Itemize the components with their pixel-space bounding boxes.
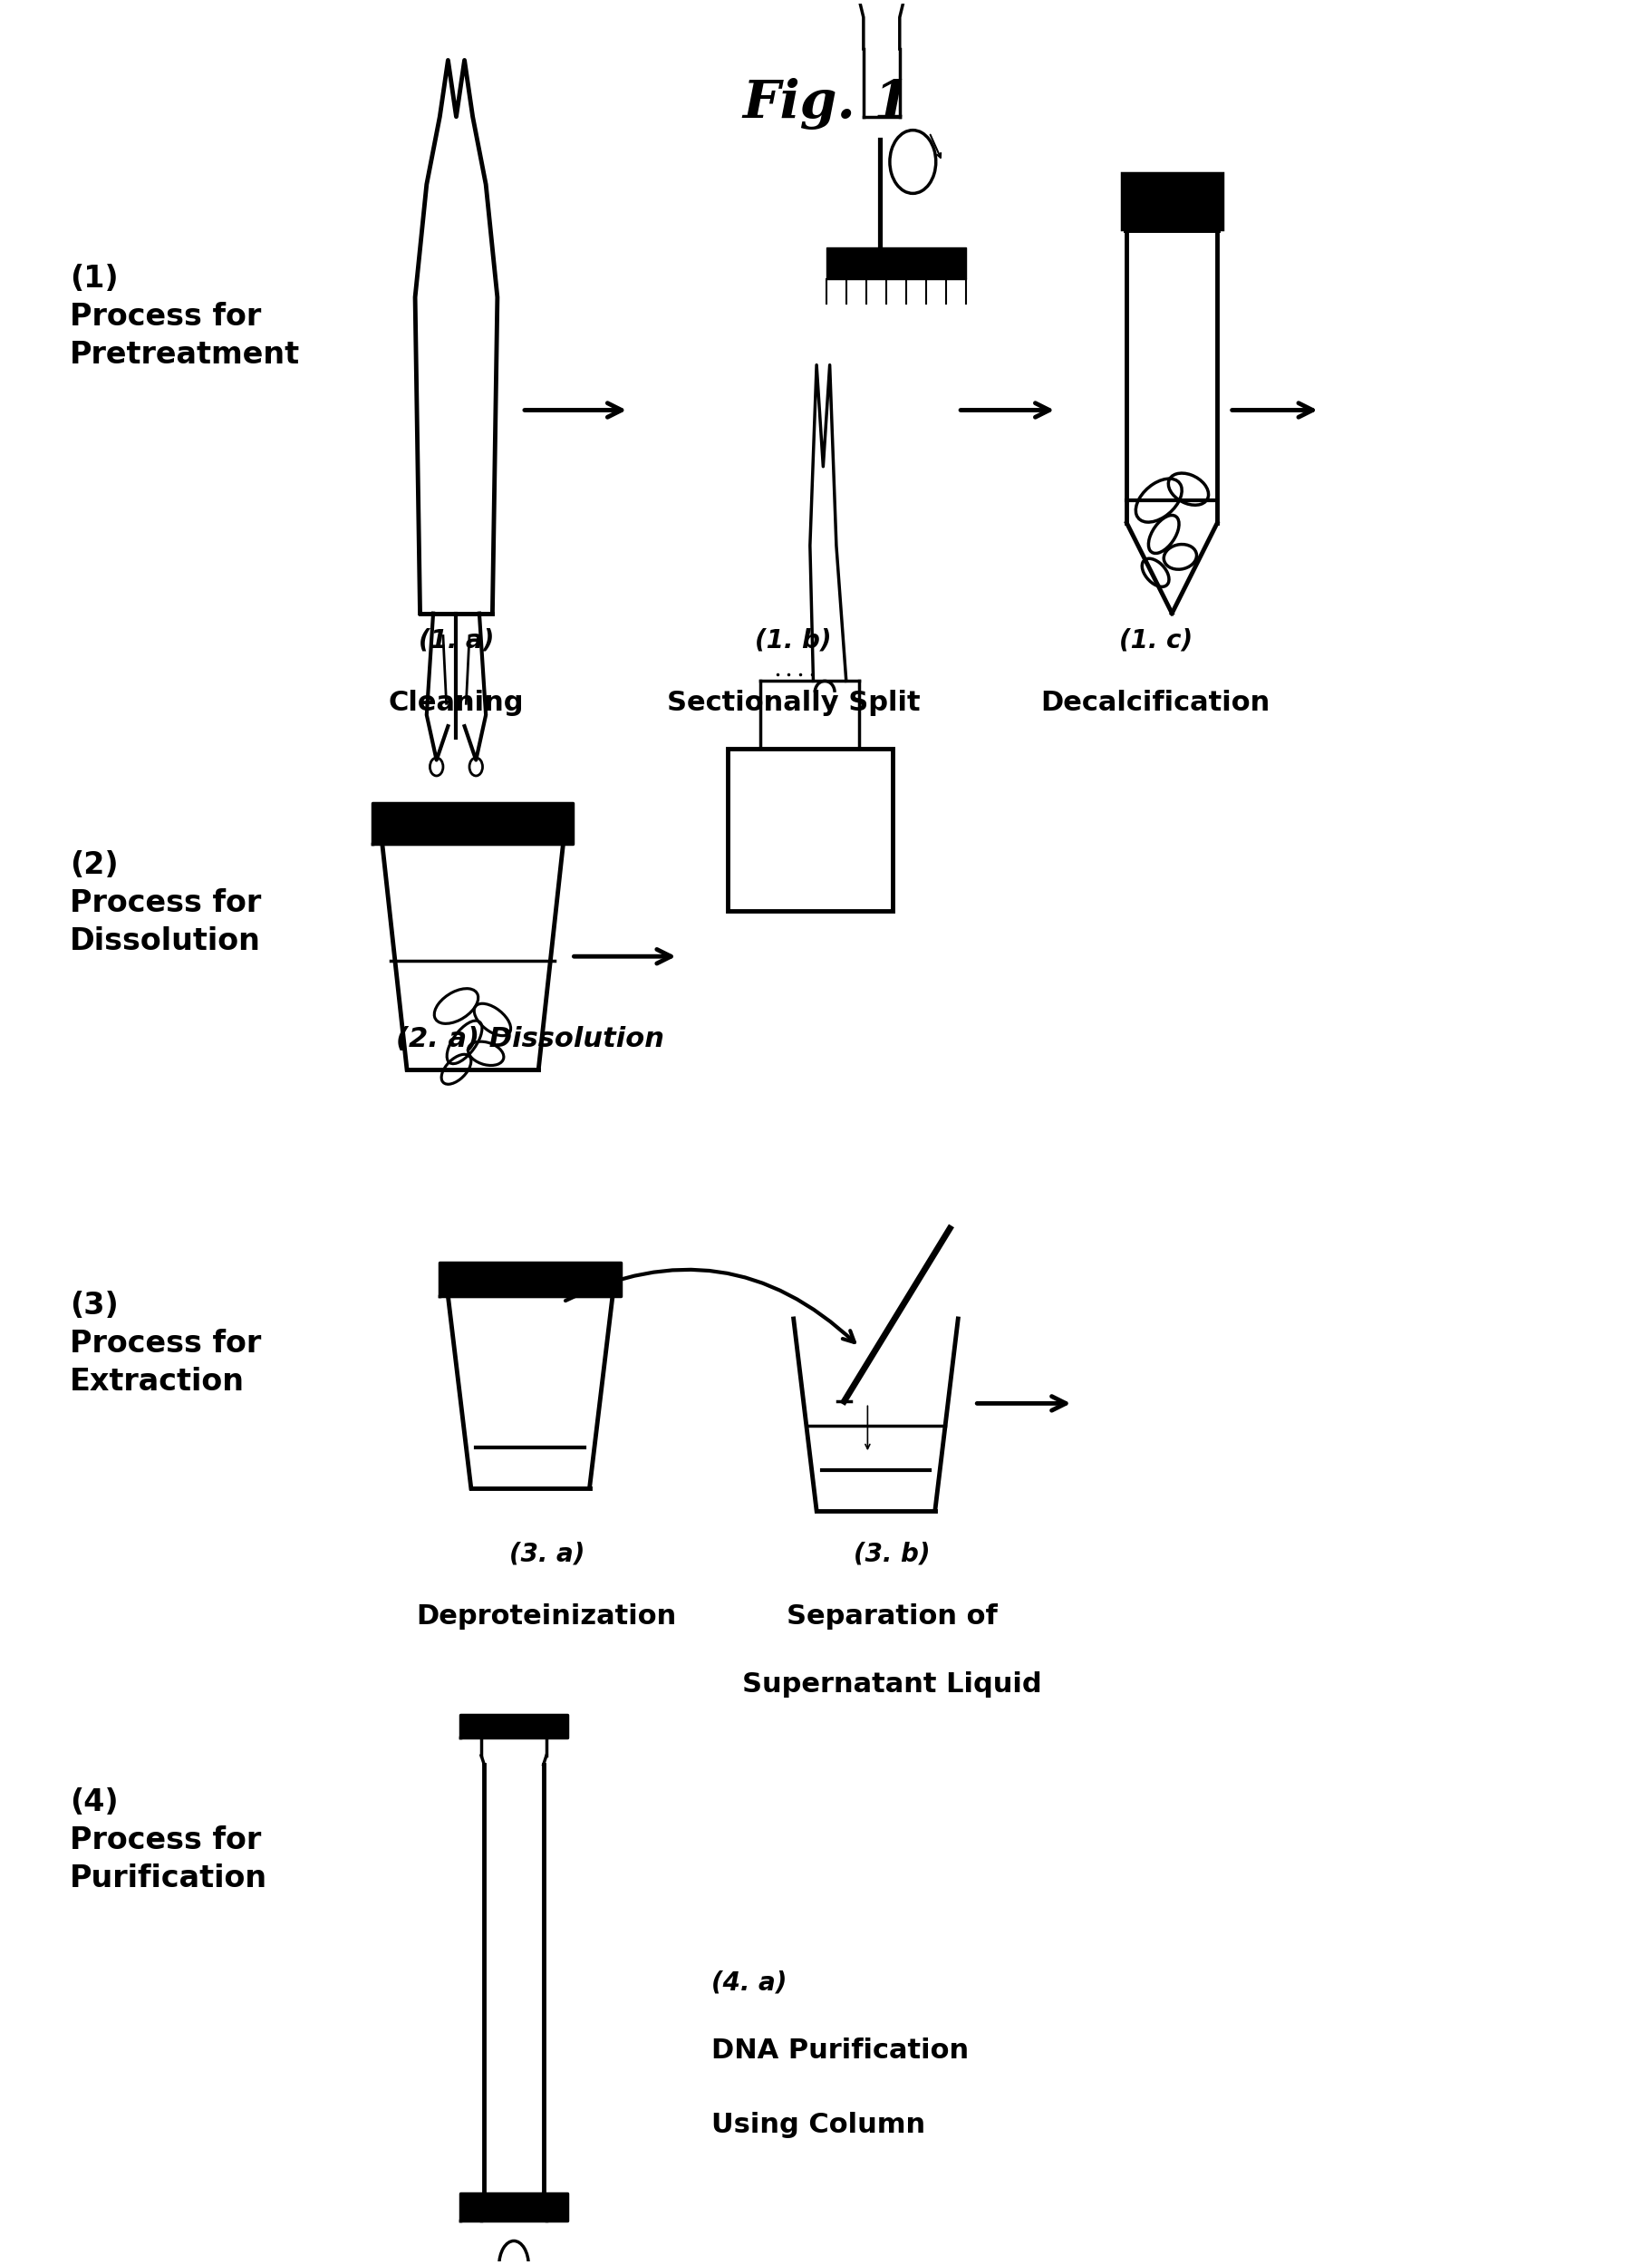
Text: (1. a): (1. a) bbox=[418, 627, 494, 652]
Text: Deproteinization: Deproteinization bbox=[416, 1604, 677, 1631]
Text: (3)
Process for
Extraction: (3) Process for Extraction bbox=[69, 1291, 261, 1398]
Text: (1)
Process for
Pretreatment: (1) Process for Pretreatment bbox=[69, 263, 299, 369]
FancyArrowPatch shape bbox=[565, 1271, 854, 1343]
Polygon shape bbox=[372, 802, 573, 843]
FancyBboxPatch shape bbox=[1122, 172, 1221, 229]
Text: Cleaning: Cleaning bbox=[388, 689, 524, 716]
Text: (4. a): (4. a) bbox=[710, 1971, 786, 1995]
Text: (2. a) Dissolution: (2. a) Dissolution bbox=[396, 1026, 664, 1053]
Text: (4)
Process for
Purification: (4) Process for Purification bbox=[69, 1787, 268, 1894]
FancyArrowPatch shape bbox=[930, 134, 940, 159]
Text: (3. a): (3. a) bbox=[509, 1542, 585, 1567]
Polygon shape bbox=[826, 247, 966, 279]
Text: DNA Purification: DNA Purification bbox=[710, 2036, 968, 2063]
Polygon shape bbox=[439, 1262, 621, 1296]
Ellipse shape bbox=[469, 759, 482, 777]
Text: (2)
Process for
Dissolution: (2) Process for Dissolution bbox=[69, 849, 261, 956]
Text: Supernatant Liquid: Supernatant Liquid bbox=[742, 1672, 1041, 1699]
Text: Fig. 1: Fig. 1 bbox=[742, 79, 910, 129]
FancyBboxPatch shape bbox=[727, 750, 892, 911]
Text: Using Column: Using Column bbox=[710, 2111, 925, 2138]
Text: Decalcification: Decalcification bbox=[1041, 689, 1270, 716]
Text: (1. b): (1. b) bbox=[755, 627, 831, 652]
Text: (1. c): (1. c) bbox=[1118, 627, 1191, 652]
Polygon shape bbox=[461, 2193, 567, 2220]
Ellipse shape bbox=[430, 759, 443, 777]
Text: (3. b): (3. b) bbox=[854, 1542, 930, 1567]
Polygon shape bbox=[461, 1715, 567, 1737]
Text: Separation of: Separation of bbox=[786, 1604, 998, 1631]
Text: Sectionally Split: Sectionally Split bbox=[666, 689, 920, 716]
